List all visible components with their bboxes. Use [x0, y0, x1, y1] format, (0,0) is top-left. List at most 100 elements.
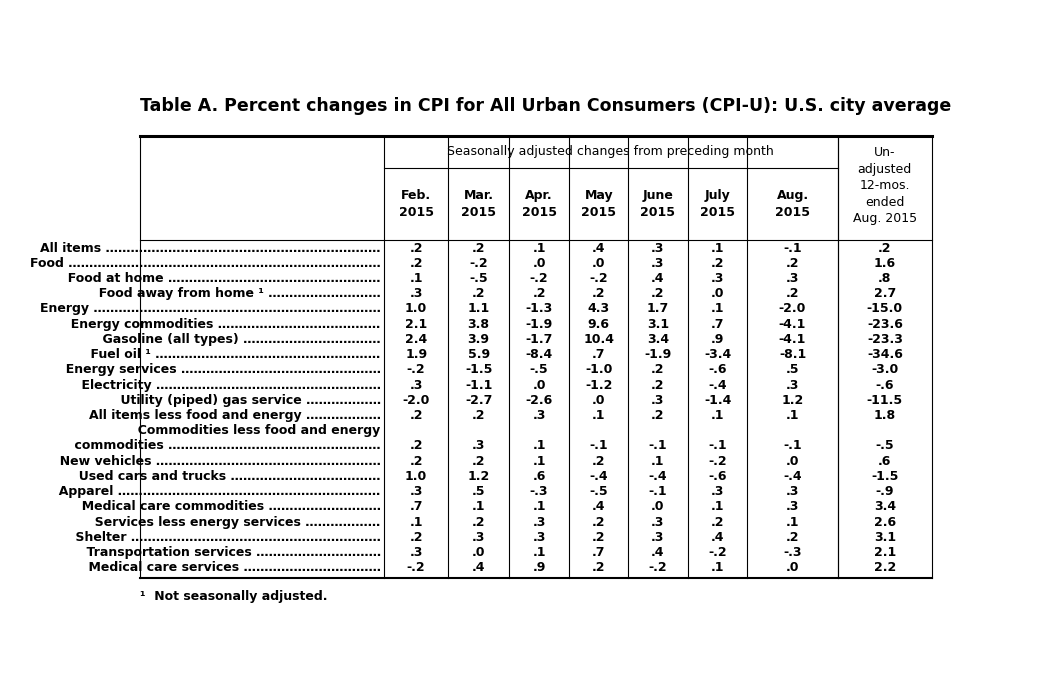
Text: .1: .1 — [410, 272, 423, 285]
Text: .0: .0 — [786, 561, 800, 574]
Text: .1: .1 — [532, 440, 546, 453]
Text: .1: .1 — [710, 409, 724, 422]
Text: -.6: -.6 — [708, 470, 727, 483]
Text: Mar.
2015: Mar. 2015 — [461, 189, 496, 219]
Text: -1.0: -1.0 — [586, 363, 613, 376]
Text: .1: .1 — [410, 516, 423, 529]
Text: .3: .3 — [410, 379, 423, 392]
Text: -.5: -.5 — [529, 363, 548, 376]
Text: -1.7: -1.7 — [525, 333, 552, 346]
Text: 9.6: 9.6 — [588, 318, 609, 331]
Text: .3: .3 — [410, 485, 423, 498]
Text: Aug.
2015: Aug. 2015 — [775, 189, 810, 219]
Text: -.2: -.2 — [407, 561, 425, 574]
Text: 1.6: 1.6 — [874, 257, 895, 270]
Text: -.6: -.6 — [876, 379, 894, 392]
Text: -1.2: -1.2 — [586, 379, 613, 392]
Text: -8.4: -8.4 — [525, 348, 552, 361]
Text: New vehicles ………………………………………………: New vehicles ……………………………………………… — [51, 455, 381, 468]
Text: commodities ……………………………………………: commodities …………………………………………… — [57, 440, 381, 453]
Text: .4: .4 — [651, 546, 665, 559]
Text: 2.6: 2.6 — [874, 516, 895, 529]
Text: Energy commodities …………………………………: Energy commodities ………………………………… — [62, 318, 381, 331]
Text: 2.1: 2.1 — [874, 546, 895, 559]
Text: .3: .3 — [786, 272, 799, 285]
Text: Transportation services …………………………: Transportation services ………………………… — [69, 546, 381, 559]
Text: -.9: -.9 — [876, 485, 894, 498]
Text: .1: .1 — [592, 409, 605, 422]
Text: -.3: -.3 — [783, 546, 802, 559]
Text: .8: .8 — [878, 272, 891, 285]
Text: .2: .2 — [472, 455, 486, 468]
Text: Energy ……………………………………………………………: Energy …………………………………………………………… — [40, 303, 381, 316]
Text: .2: .2 — [592, 561, 605, 574]
Text: 2.2: 2.2 — [874, 561, 895, 574]
Text: -.4: -.4 — [708, 379, 727, 392]
Text: .2: .2 — [472, 242, 486, 255]
Text: .3: .3 — [651, 242, 665, 255]
Text: -.5: -.5 — [469, 272, 488, 285]
Text: .4: .4 — [592, 242, 605, 255]
Text: All items less food and energy ………………: All items less food and energy ……………… — [88, 409, 381, 422]
Text: .2: .2 — [472, 516, 486, 529]
Text: -.2: -.2 — [708, 546, 727, 559]
Text: .3: .3 — [410, 546, 423, 559]
Text: 10.4: 10.4 — [583, 333, 615, 346]
Text: -1.9: -1.9 — [525, 318, 552, 331]
Text: 3.8: 3.8 — [468, 318, 490, 331]
Text: -1.3: -1.3 — [525, 303, 552, 316]
Text: 3.1: 3.1 — [647, 318, 669, 331]
Text: Energy services …………………………………………: Energy services ………………………………………… — [56, 363, 381, 376]
Text: .1: .1 — [532, 546, 546, 559]
Text: Table A. Percent changes in CPI for All Urban Consumers (CPI-U): U.S. city avera: Table A. Percent changes in CPI for All … — [139, 97, 951, 115]
Text: .2: .2 — [786, 287, 800, 300]
Text: -3.0: -3.0 — [872, 363, 899, 376]
Text: .1: .1 — [710, 561, 724, 574]
Text: .3: .3 — [651, 531, 665, 544]
Text: 1.2: 1.2 — [467, 470, 490, 483]
Text: -2.0: -2.0 — [402, 394, 430, 407]
Text: Shelter ……………………………………………………: Shelter …………………………………………………… — [58, 531, 381, 544]
Text: .2: .2 — [651, 409, 665, 422]
Text: .1: .1 — [472, 500, 486, 513]
Text: .3: .3 — [786, 485, 799, 498]
Text: .1: .1 — [532, 455, 546, 468]
Text: 3.1: 3.1 — [874, 531, 895, 544]
Text: .3: .3 — [786, 500, 799, 513]
Text: -.5: -.5 — [590, 485, 608, 498]
Text: .1: .1 — [710, 303, 724, 316]
Text: Services less energy services ………………: Services less energy services ……………… — [86, 516, 381, 529]
Text: .3: .3 — [711, 485, 724, 498]
Text: .2: .2 — [410, 455, 423, 468]
Text: .4: .4 — [651, 272, 665, 285]
Text: .4: .4 — [472, 561, 486, 574]
Text: May
2015: May 2015 — [581, 189, 616, 219]
Text: .7: .7 — [592, 348, 605, 361]
Text: .7: .7 — [410, 500, 423, 513]
Text: -1.5: -1.5 — [872, 470, 899, 483]
Text: -1.1: -1.1 — [465, 379, 492, 392]
Text: .2: .2 — [592, 287, 605, 300]
Text: 1.1: 1.1 — [467, 303, 490, 316]
Text: .5: .5 — [786, 363, 800, 376]
Text: .2: .2 — [472, 287, 486, 300]
Text: .2: .2 — [651, 379, 665, 392]
Text: .3: .3 — [532, 409, 546, 422]
Text: .2: .2 — [878, 242, 891, 255]
Text: 1.8: 1.8 — [874, 409, 895, 422]
Text: .2: .2 — [651, 287, 665, 300]
Text: .1: .1 — [710, 500, 724, 513]
Text: 2.4: 2.4 — [405, 333, 427, 346]
Text: .5: .5 — [472, 485, 486, 498]
Text: -.1: -.1 — [783, 440, 802, 453]
Text: -2.7: -2.7 — [465, 394, 492, 407]
Text: ¹  Not seasonally adjusted.: ¹ Not seasonally adjusted. — [139, 590, 328, 603]
Text: .3: .3 — [410, 287, 423, 300]
Text: Seasonally adjusted changes from preceding month: Seasonally adjusted changes from precedi… — [447, 145, 774, 158]
Text: .1: .1 — [651, 455, 665, 468]
Text: -.1: -.1 — [649, 485, 668, 498]
Text: .2: .2 — [592, 531, 605, 544]
Text: .4: .4 — [710, 531, 724, 544]
Text: .3: .3 — [472, 531, 486, 544]
Text: 2.7: 2.7 — [874, 287, 895, 300]
